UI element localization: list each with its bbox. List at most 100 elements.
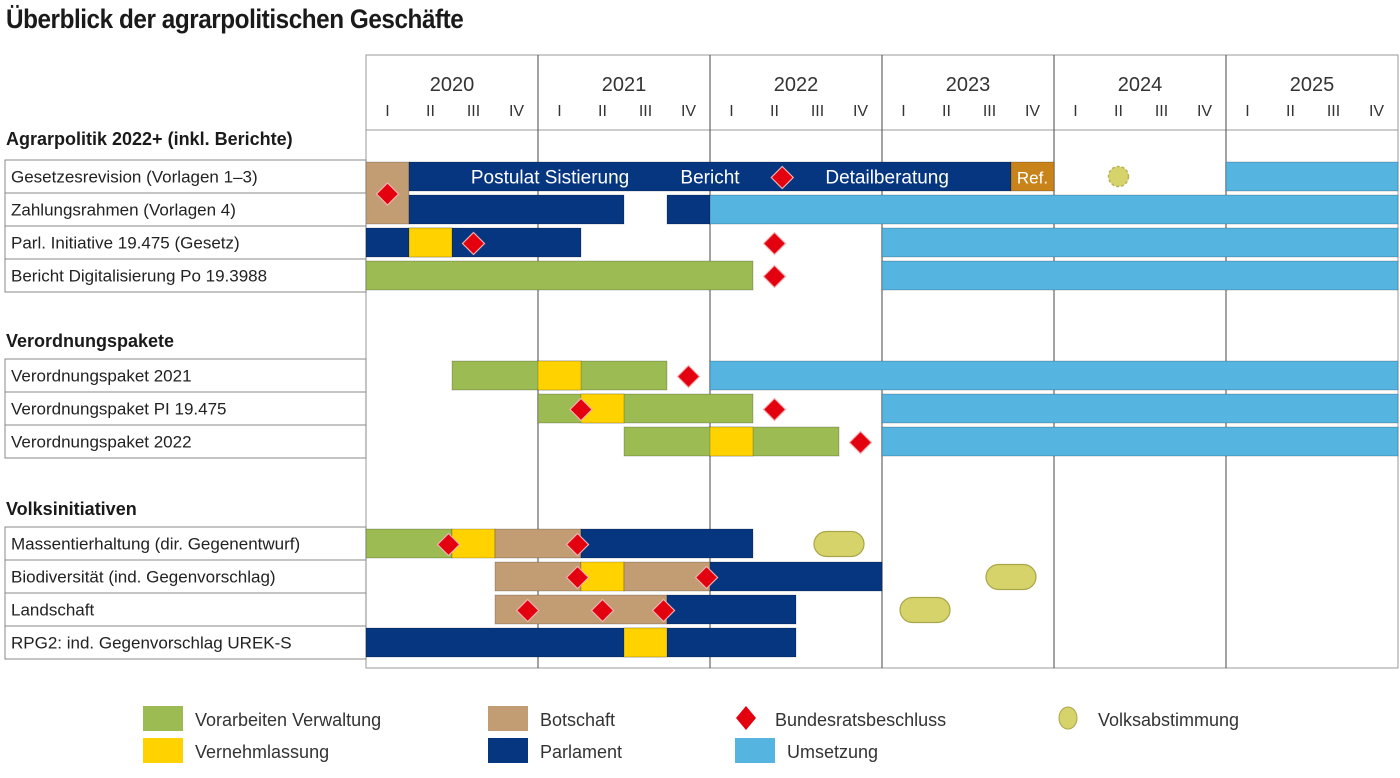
decision-marker: [375, 182, 400, 206]
quarter-label: IV: [681, 103, 696, 120]
quarter-label: II: [598, 103, 607, 120]
legend-decision-icon: [736, 706, 756, 730]
row-label: Gesetzesrevision (Vorlagen 1–3): [11, 168, 258, 187]
legend-label: Bundesratsbeschluss: [775, 710, 946, 730]
bar-parlament: [408, 194, 625, 225]
decision-marker: [762, 264, 787, 289]
year-label: 2023: [946, 74, 991, 96]
row-label-box: [4, 592, 367, 627]
legend-label: Parlament: [540, 742, 622, 762]
decision-marker: [694, 565, 719, 590]
row-label: Bericht Digitalisierung Po 19.3988: [11, 267, 267, 286]
quarter-label: II: [942, 103, 951, 120]
bar-referendum: [1010, 161, 1055, 192]
decision-marker: [565, 565, 590, 590]
bar-parlament: [408, 161, 1012, 192]
quarter-label: II: [770, 103, 779, 120]
row-label: Biodiversität (ind. Gegenvorschlag): [11, 568, 276, 587]
bar-parlament: [666, 594, 797, 625]
vote-marker: [899, 596, 951, 624]
section-title: Volksinitiativen: [6, 499, 137, 519]
row-label-box: [4, 192, 367, 227]
legend-swatch-vernehmlassung: [143, 738, 183, 763]
row-label-box: [4, 625, 367, 660]
quarter-label: IV: [1025, 103, 1040, 120]
quarter-label: I: [901, 103, 905, 120]
section-title: Verordnungspakete: [6, 331, 174, 351]
bar-botschaft: [623, 561, 711, 592]
bar-parlament: [666, 194, 711, 225]
row-label: Zahlungsrahmen (Vorlagen 4): [11, 201, 236, 220]
row-label-box: [4, 526, 367, 561]
bar-parlament: [580, 528, 754, 559]
bar-umsetzung: [881, 227, 1399, 258]
year-label: 2022: [774, 74, 819, 96]
decision-marker: [762, 231, 787, 256]
legend-label: Volksabstimmung: [1098, 710, 1239, 730]
row-label-box: [4, 358, 367, 393]
decision-marker: [461, 231, 486, 256]
bar-umsetzung: [1225, 161, 1399, 192]
quarter-label: III: [467, 103, 480, 120]
quarter-label: IV: [509, 103, 524, 120]
bar-parlament: [709, 561, 883, 592]
quarter-label: II: [1286, 103, 1295, 120]
section-title: Agrarpolitik 2022+ (inkl. Berichte): [6, 129, 293, 149]
quarter-label: III: [983, 103, 996, 120]
bar-umsetzung: [709, 360, 1399, 391]
bar-annotation: Detailberatung: [825, 168, 949, 189]
legend-swatch-botschaft: [488, 706, 528, 731]
row-label: Parl. Initiative 19.475 (Gesetz): [11, 234, 240, 253]
legend-label: Botschaft: [540, 710, 615, 730]
bar-umsetzung: [709, 194, 1399, 225]
bar-parlament: [365, 627, 797, 658]
chart-title: Überblick der agrarpolitischen Geschäfte: [6, 4, 464, 34]
decision-marker: [676, 364, 701, 389]
quarter-label: I: [1073, 103, 1077, 120]
decision-marker: [762, 397, 787, 422]
decision-marker: [590, 598, 615, 623]
legend-vote-icon: [1058, 706, 1078, 730]
bar-botschaft: [494, 528, 582, 559]
row-label: Verordnungspaket 2022: [11, 433, 192, 452]
decision-marker: [515, 598, 540, 623]
row-label: Verordnungspaket PI 19.475: [11, 400, 227, 419]
quarter-label: I: [385, 103, 389, 120]
decision-marker: [651, 598, 676, 623]
decision-marker: [569, 397, 593, 422]
bar-umsetzung: [881, 426, 1399, 457]
bar-vorarbeiten: [365, 260, 754, 291]
year-label: 2021: [602, 74, 647, 96]
quarter-label: III: [811, 103, 824, 120]
row-label: RPG2: ind. Gegenvorschlag UREK-S: [11, 634, 292, 653]
legend-label: Vorarbeiten Verwaltung: [195, 710, 381, 730]
decision-marker: [770, 165, 795, 190]
row-label-box: [4, 391, 367, 426]
quarter-label: III: [639, 103, 652, 120]
quarter-label: IV: [1197, 103, 1212, 120]
row-label-box: [4, 258, 367, 293]
quarter-label: III: [1327, 103, 1340, 120]
quarter-label: IV: [1369, 103, 1384, 120]
quarter-label: IV: [853, 103, 868, 120]
legend-swatch-parlament: [488, 738, 528, 763]
vote-marker: [985, 563, 1037, 591]
quarter-label: II: [426, 103, 435, 120]
quarter-label: I: [1245, 103, 1249, 120]
year-label: 2024: [1118, 74, 1163, 96]
bar-annotation: Bericht: [680, 168, 740, 189]
decision-marker: [848, 430, 873, 455]
row-label: Landschaft: [11, 601, 94, 620]
legend-label: Umsetzung: [787, 742, 878, 762]
quarter-label: I: [729, 103, 733, 120]
row-label-box: [4, 424, 367, 459]
bar-umsetzung: [881, 260, 1399, 291]
vote-planned-marker: [1107, 165, 1130, 188]
decision-marker: [436, 532, 461, 557]
row-label: Verordnungspaket 2021: [11, 367, 192, 386]
bar-label: Ref.: [1017, 169, 1048, 188]
quarter-label: I: [557, 103, 561, 120]
decision-marker: [565, 532, 590, 557]
legend-swatch-vorarbeiten: [143, 706, 183, 731]
